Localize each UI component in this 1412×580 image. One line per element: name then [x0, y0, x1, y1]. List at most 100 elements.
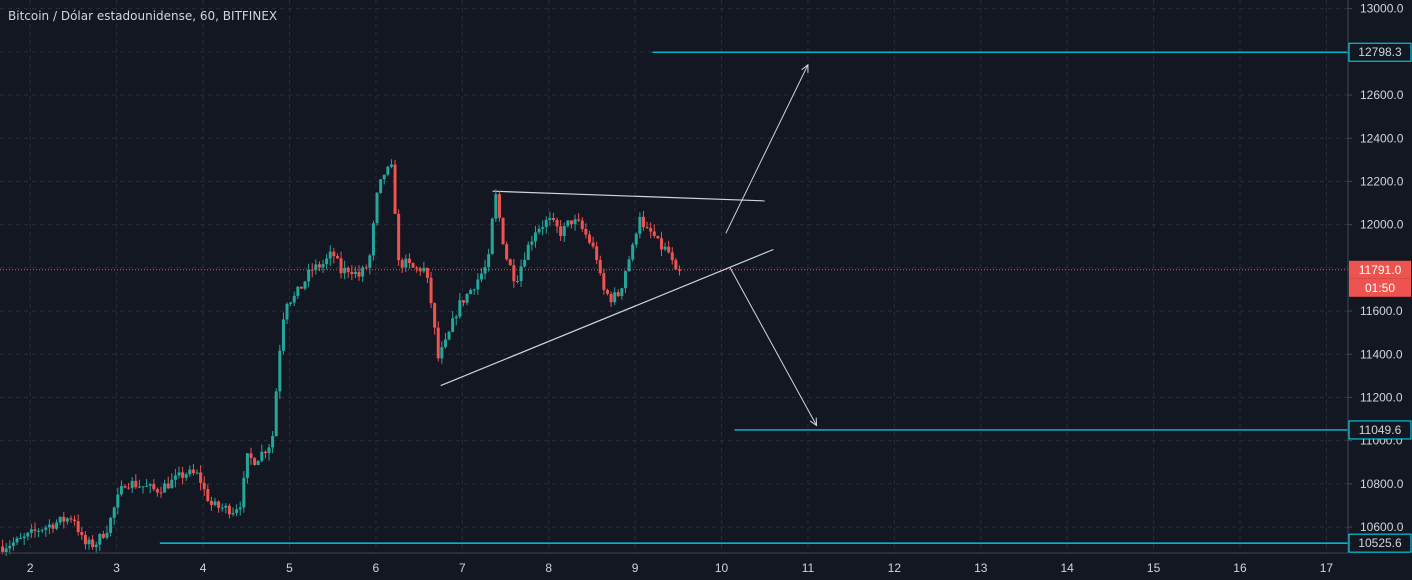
candle-down: [73, 519, 77, 522]
time-tick-label: 6: [373, 561, 380, 575]
candle-down: [418, 268, 422, 272]
candle-up: [465, 294, 469, 303]
candle-down: [350, 271, 354, 275]
candle-down: [134, 480, 138, 488]
candle-up: [278, 350, 282, 392]
candle-up: [404, 258, 408, 268]
candle-up: [386, 166, 390, 175]
candle-up: [375, 192, 379, 224]
arrow-head: [809, 417, 818, 427]
candle-up: [361, 267, 365, 277]
candle-down: [62, 516, 66, 522]
candle-up: [620, 288, 624, 297]
candle-down: [80, 532, 84, 535]
candle-up: [526, 244, 530, 260]
time-axis[interactable]: 2 3 4 5 6 7 8 9 10 11 12 13 14 15 16 17: [27, 561, 1333, 575]
candle-up: [544, 220, 548, 228]
candle-down: [555, 220, 559, 227]
time-tick-label: 17: [1320, 561, 1334, 575]
trend-line: [492, 190, 765, 202]
candle-up: [469, 290, 473, 295]
candle-up: [87, 539, 91, 545]
candle-down: [577, 219, 581, 221]
candle-up: [47, 524, 51, 528]
candle-up: [195, 472, 199, 474]
countdown-label-box: [1349, 278, 1411, 297]
candle-down: [551, 218, 555, 221]
candle-down: [605, 289, 609, 294]
candle-up: [472, 289, 476, 291]
candle-down: [652, 231, 656, 236]
candle-up: [631, 244, 635, 260]
candle-up: [353, 271, 357, 275]
candle-down: [407, 258, 411, 264]
candle-down: [433, 303, 437, 328]
candle-up: [325, 258, 329, 265]
candle-up: [119, 486, 123, 495]
time-tick-label: 5: [286, 561, 293, 575]
candle-up: [638, 216, 642, 234]
candle-down: [227, 505, 231, 515]
candle-down: [656, 235, 660, 239]
candle-down: [411, 263, 415, 268]
candle-down: [674, 260, 678, 270]
candle-down: [508, 259, 512, 266]
candle-up: [55, 522, 59, 529]
candle-down: [436, 327, 440, 359]
candle-up: [274, 391, 278, 437]
time-tick-label: 2: [27, 561, 34, 575]
level-price-label-box: [1348, 533, 1412, 553]
price-tick-label: 10800.0: [1360, 477, 1404, 491]
candle-up: [533, 232, 537, 242]
candle-up: [173, 475, 177, 480]
candle-down: [397, 213, 401, 261]
candle-up: [623, 271, 627, 289]
chart-title: Bitcoin / Dólar estadounidense, 60, BITF…: [8, 9, 278, 23]
candle-up: [289, 302, 293, 304]
candle-up: [235, 509, 239, 513]
candle-up: [314, 264, 318, 271]
candle-up: [98, 533, 102, 545]
candle-down: [123, 486, 127, 488]
candle-up: [303, 281, 307, 289]
candle-up: [483, 267, 487, 274]
candle-up: [541, 227, 545, 229]
candle-down: [346, 267, 350, 272]
candle-up: [130, 480, 134, 488]
plot-area[interactable]: [0, 0, 1348, 553]
candle-down: [191, 469, 195, 474]
horizontal-levels: [0, 51, 1348, 544]
candle-down: [33, 529, 37, 531]
candle-up: [371, 223, 375, 256]
level-price-label-box: [1348, 42, 1412, 62]
candle-up: [382, 174, 386, 180]
candle-down: [602, 273, 606, 290]
candle-up: [256, 460, 260, 466]
time-tick-label: 9: [632, 561, 639, 575]
candle-down: [497, 194, 501, 218]
level-price-label: 10525.6: [1358, 536, 1402, 550]
candle-up: [494, 194, 498, 219]
candle-down: [667, 246, 671, 253]
candle-up: [260, 451, 264, 461]
candle-up: [451, 318, 455, 332]
candle-down: [76, 521, 80, 533]
candle-up: [11, 542, 15, 546]
price-axis[interactable]: 10600.010800.011000.011200.011400.011600…: [1348, 2, 1404, 534]
time-tick-label: 10: [715, 561, 729, 575]
candle-up: [224, 505, 228, 508]
time-tick-label: 14: [1060, 561, 1074, 575]
candle-up: [22, 536, 26, 539]
candle-down: [299, 286, 303, 289]
candle-down: [569, 220, 573, 225]
candle-up: [8, 545, 12, 549]
candle-down: [364, 267, 368, 269]
price-tick-label: 11200.0: [1360, 390, 1403, 404]
candle-down: [670, 252, 674, 261]
candle-up: [94, 544, 98, 548]
candle-up: [145, 485, 149, 487]
candle-down: [206, 489, 210, 501]
candle-up: [515, 280, 519, 282]
price-tick-label: 11600.0: [1360, 304, 1403, 318]
